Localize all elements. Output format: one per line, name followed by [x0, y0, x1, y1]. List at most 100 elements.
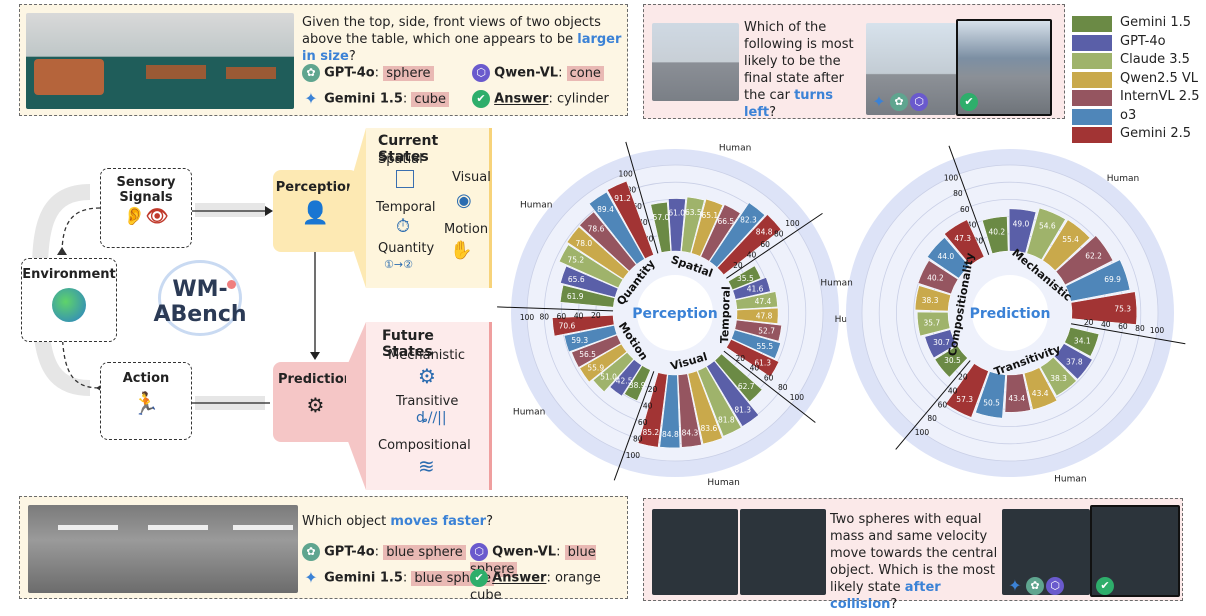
tick-label: 80 — [774, 229, 784, 238]
perception-label: Perception — [275, 180, 356, 195]
tick-label: 20 — [591, 311, 601, 320]
collision-question-text: Two spheres with equal mass and same vel… — [830, 512, 998, 612]
bar-segment — [571, 334, 622, 368]
data-label: 78.0 — [575, 239, 592, 248]
data-label: 40.2 — [988, 227, 1005, 236]
question-panel-speed: Which object moves faster? ✿ GPT-4o: blu… — [19, 496, 628, 603]
tick-label: 20 — [733, 261, 743, 270]
correct-answer-row: ✔ Answer: cylinder — [472, 90, 609, 108]
correct-answer-row: ✔ Answer: orange cube — [470, 569, 601, 603]
gemini-icon: ✦ — [304, 568, 318, 587]
qwen-icon: ⬡ — [472, 64, 490, 82]
data-label: 49.0 — [1013, 220, 1030, 229]
tick-label: 80 — [1135, 324, 1145, 333]
data-label: 82.3 — [740, 216, 757, 225]
tick-label: 60 — [764, 373, 774, 382]
prediction-node: Prediction ⚙ — [273, 362, 358, 442]
tick-label: 40 — [1101, 320, 1111, 329]
prediction-icon: ⚙ — [306, 393, 325, 417]
future-states-panel: Future States Mechanistic ⚙ Transitive ȡ… — [366, 322, 492, 490]
quantity-label: Quantity — [378, 241, 435, 256]
gemini-icon: ✦ — [872, 92, 886, 111]
tick-label: 20 — [735, 354, 745, 363]
data-label: 54.6 — [1039, 222, 1056, 231]
data-label: 38.9 — [629, 381, 646, 390]
collision-option-a — [1002, 509, 1090, 595]
data-label: 75.3 — [1114, 305, 1131, 314]
bar-segment — [1064, 327, 1100, 357]
data-label: 42.5 — [616, 377, 633, 386]
openai-icon: ✿ — [890, 93, 908, 111]
data-label: 69.9 — [1104, 275, 1121, 284]
data-label: 34.1 — [1074, 336, 1091, 345]
turn-question-text: Which of the following is most likely to… — [744, 20, 854, 120]
gemini-icon: ✦ — [304, 89, 318, 108]
environment-node: Environment — [21, 258, 117, 342]
bar-segment — [927, 237, 970, 279]
data-label: 47.3 — [954, 234, 971, 243]
data-label: 84.8 — [756, 227, 773, 236]
running-person-icon: 🏃 — [132, 392, 160, 417]
bar-segment — [691, 198, 724, 257]
data-label: 55.9 — [587, 363, 604, 372]
legend-label: InternVL 2.5 — [1120, 89, 1200, 104]
tick-label: 20 — [1084, 318, 1094, 327]
legend-label: o3 — [1120, 107, 1137, 123]
collision-frame-2 — [740, 509, 826, 595]
mechanistic-label: Mechanistic — [388, 348, 466, 363]
tick-label: 100 — [1150, 326, 1165, 335]
data-label: 59.3 — [571, 336, 588, 345]
legend-swatch — [1072, 34, 1112, 51]
data-label: 70.6 — [559, 321, 576, 330]
spatial-label: Spatial — [378, 152, 423, 167]
data-label: 30.7 — [933, 338, 950, 347]
bar-segment — [677, 373, 702, 448]
bar-segment — [588, 191, 645, 265]
bar-segment — [728, 265, 762, 291]
tick-label: 60 — [938, 400, 948, 409]
wm-abench-logo: WM-ABench — [150, 260, 250, 340]
bar-segment — [1053, 343, 1093, 380]
bar-segment — [592, 352, 634, 393]
data-label: 75.2 — [567, 256, 584, 265]
logo-text: WM-ABench — [153, 277, 247, 327]
bar-segment — [732, 277, 771, 300]
compositional-label: Compositional — [378, 438, 471, 453]
data-label: 61.3 — [754, 359, 771, 368]
flow-arrows — [32, 184, 320, 410]
data-label: 66.5 — [717, 217, 734, 226]
bar-segment — [1008, 208, 1037, 254]
bar-segment — [579, 343, 627, 383]
axis-line — [726, 212, 823, 279]
tick-label: 80 — [539, 312, 549, 321]
data-label: 78.6 — [588, 225, 605, 234]
chart-title: Perception — [632, 306, 718, 322]
tick-label: 40 — [574, 311, 584, 320]
bar-segment — [668, 198, 686, 252]
tick-label: 60 — [557, 312, 567, 321]
future-states-title: Future States — [382, 328, 434, 360]
data-label: 83.6 — [701, 424, 718, 433]
layers-icon: ≋ — [418, 454, 435, 478]
collision-frame-1 — [652, 509, 738, 595]
data-label: 81.3 — [734, 406, 751, 415]
data-label: 30.5 — [944, 356, 961, 365]
tick-label: 100 — [785, 219, 800, 228]
human-label: Human — [1054, 474, 1086, 484]
tick-label: 100 — [520, 313, 535, 322]
tick-label: 40 — [638, 218, 648, 227]
data-label: 91.2 — [614, 194, 631, 203]
openai-icon: ✿ — [302, 543, 320, 561]
tick-label: 80 — [953, 189, 963, 198]
bar-segment — [659, 374, 681, 449]
bar-segment — [1065, 259, 1131, 302]
qwen-answer-row: ⬡ Qwen-VL: cone — [472, 64, 604, 82]
center-circle — [972, 275, 1048, 351]
tick-label: 40 — [750, 364, 760, 373]
radial-charts: 57.0 61.0 63.5 65.166.5 82.384.820406080100S… — [497, 141, 1186, 488]
openai-icon: ✿ — [1026, 577, 1044, 595]
data-label: 61.9 — [567, 292, 584, 301]
gemini-answer-row: ✦ Gemini 1.5: cube — [302, 89, 450, 108]
human-label: Human — [820, 279, 852, 289]
dominoes-icon: ȡ//|| — [416, 410, 447, 426]
